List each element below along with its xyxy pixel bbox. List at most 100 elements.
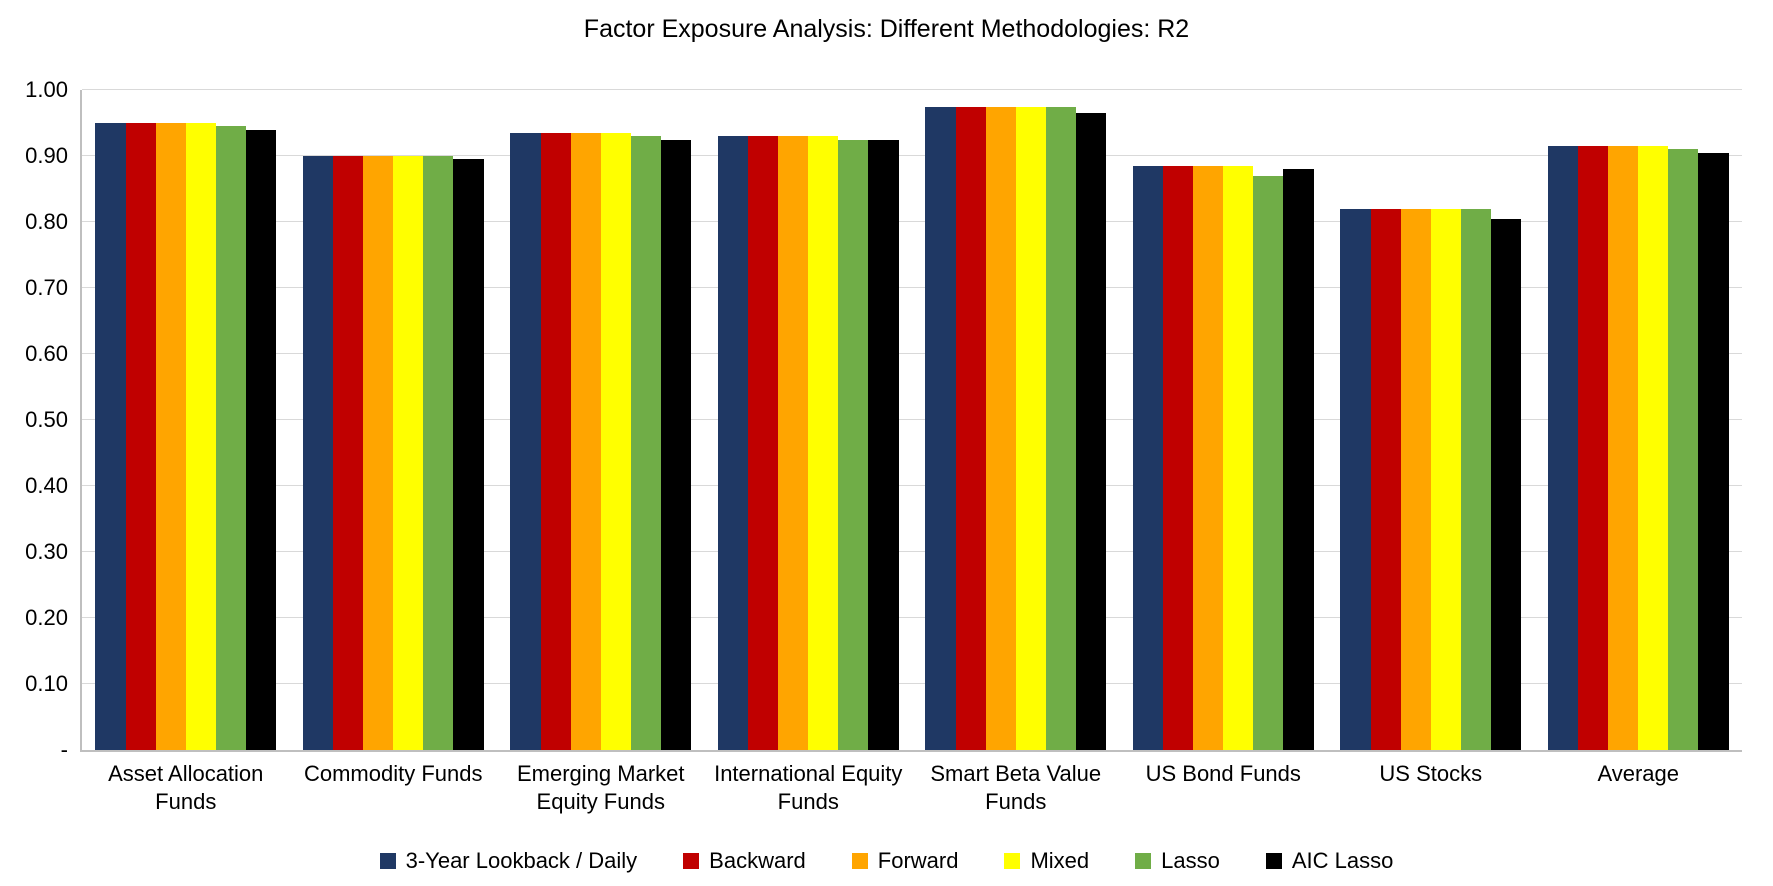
category-label: Emerging Market Equity Funds [497,750,705,815]
bar [1253,176,1283,750]
bar [778,136,808,750]
bar-group: US Bond Funds [1120,90,1328,750]
bar-group: Emerging Market Equity Funds [497,90,705,750]
bar [95,123,125,750]
bar [1371,209,1401,750]
bar [925,107,955,751]
bar-group: Average [1535,90,1743,750]
bar-group: Smart Beta Value Funds [912,90,1120,750]
legend-swatch [1135,853,1151,869]
bar-group: Commodity Funds [290,90,498,750]
y-tick-label: 0.90 [25,143,82,169]
legend-swatch [1266,853,1282,869]
legend-label: Lasso [1161,848,1220,874]
bars-container [303,90,484,750]
y-tick-label: 0.20 [25,605,82,631]
bar [1638,146,1668,750]
category-label: Asset Allocation Funds [82,750,290,815]
legend-swatch [1004,853,1020,869]
bars-container [718,90,899,750]
bar [186,123,216,750]
bar [1046,107,1076,751]
bar [1491,219,1521,750]
bar-group: US Stocks [1327,90,1535,750]
bar [363,156,393,750]
legend-label: Backward [709,848,806,874]
legend-label: AIC Lasso [1292,848,1394,874]
bar [1401,209,1431,750]
bar [1223,166,1253,750]
bars-container [925,90,1106,750]
y-tick-label: 1.00 [25,77,82,103]
legend-item: AIC Lasso [1266,848,1394,874]
bar [1283,169,1313,750]
bar [661,140,691,751]
category-label: International Equity Funds [705,750,913,815]
bar [510,133,540,750]
bar [246,130,276,750]
bar [1608,146,1638,750]
bar [423,156,453,750]
bar [1431,209,1461,750]
bars-container [1133,90,1314,750]
legend-swatch [380,853,396,869]
category-label: Commodity Funds [290,750,498,788]
legend-label: Mixed [1030,848,1089,874]
legend-swatch [852,853,868,869]
bar [1698,153,1728,750]
bar [1548,146,1578,750]
bar [1578,146,1608,750]
bar [986,107,1016,751]
y-tick-label: 0.80 [25,209,82,235]
bar [1668,149,1698,750]
bar [541,133,571,750]
legend-label: Forward [878,848,959,874]
bar [601,133,631,750]
bar [838,140,868,751]
bar [571,133,601,750]
factor-exposure-r2-chart: Factor Exposure Analysis: Different Meth… [0,0,1773,886]
bars-container [510,90,691,750]
y-tick-label: 0.50 [25,407,82,433]
bar-groups: Asset Allocation FundsCommodity FundsEme… [82,90,1742,750]
bars-container [95,90,276,750]
category-label: US Bond Funds [1120,750,1328,788]
bar-group: International Equity Funds [705,90,913,750]
bar [1193,166,1223,750]
bar [303,156,333,750]
y-tick-label: 0.40 [25,473,82,499]
bar [956,107,986,751]
bars-container [1340,90,1521,750]
category-label: Average [1535,750,1743,788]
category-label: Smart Beta Value Funds [912,750,1120,815]
bar [333,156,363,750]
bar [868,140,898,751]
legend-item: Forward [852,848,959,874]
legend-label: 3-Year Lookback / Daily [406,848,638,874]
bar [216,126,246,750]
bar [1163,166,1193,750]
y-tick-label: 0.10 [25,671,82,697]
bar [808,136,838,750]
bar [156,123,186,750]
legend-swatch [683,853,699,869]
legend-item: Lasso [1135,848,1220,874]
bar [1461,209,1491,750]
bars-container [1548,90,1729,750]
bar [126,123,156,750]
legend-item: Mixed [1004,848,1089,874]
category-label: US Stocks [1327,750,1535,788]
chart-title: Factor Exposure Analysis: Different Meth… [0,15,1773,44]
bar [631,136,661,750]
bar [1016,107,1046,751]
legend-item: 3-Year Lookback / Daily [380,848,638,874]
bar [748,136,778,750]
bar [1076,113,1106,750]
bar [1340,209,1370,750]
bar-group: Asset Allocation Funds [82,90,290,750]
bar [718,136,748,750]
bar [1133,166,1163,750]
y-tick-label: 0.70 [25,275,82,301]
legend-item: Backward [683,848,806,874]
legend: 3-Year Lookback / Daily Backward Forward Mi… [0,848,1773,874]
